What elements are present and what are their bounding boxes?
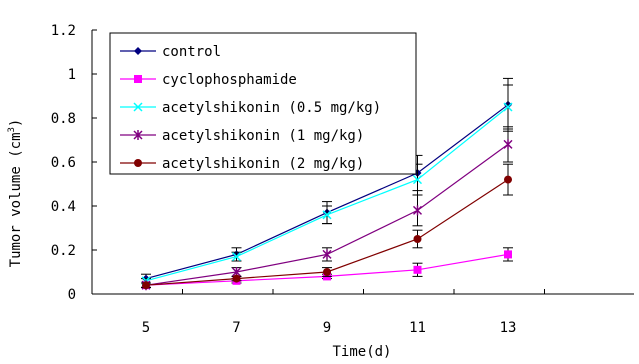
legend-item-4: acetylshikonin (2 mg/kg): [120, 156, 364, 172]
legend-label: control: [162, 44, 221, 60]
legend-marker: [133, 102, 143, 112]
legend-marker: [134, 75, 142, 83]
y-tick-label: 1: [68, 67, 76, 83]
legend-label: cyclophosphamide: [162, 72, 297, 88]
y-tick-label: 0: [68, 287, 76, 303]
data-point: [413, 235, 422, 243]
data-point: [322, 249, 332, 260]
legend-marker: [134, 47, 142, 55]
data-point: [231, 252, 242, 262]
y-tick-label: 0.4: [51, 199, 76, 215]
legend-item-0: control: [120, 44, 221, 60]
x-axis-title: Time(d): [332, 344, 391, 360]
legend-label: acetylshikonin (2 mg/kg): [162, 156, 364, 172]
legend-marker: [134, 159, 142, 167]
data-point: [232, 274, 241, 283]
legend-item-3: acetylshikonin (1 mg/kg): [120, 128, 364, 144]
x-tick-label: 9: [323, 320, 331, 336]
series-layer: [141, 77, 513, 291]
x-tick-label: 13: [500, 320, 517, 336]
legend-marker: [133, 130, 143, 140]
y-tick-label: 0.8: [51, 111, 76, 127]
data-point: [322, 210, 332, 220]
data-point: [323, 268, 331, 276]
legend-item-2: acetylshikonin (0.5 mg/kg): [120, 100, 381, 116]
data-point: [413, 265, 422, 274]
data-point: [504, 250, 512, 259]
y-axis-title-sup: 3: [7, 127, 17, 132]
legend: control cyclophosphamide acetylshikonin (0…: [109, 32, 417, 175]
legend-label: acetylshikonin (1 mg/kg): [162, 128, 364, 144]
data-point: [503, 139, 513, 150]
x-tick-label: 5: [142, 320, 150, 336]
data-point: [412, 175, 423, 185]
data-point: [412, 205, 423, 216]
y-axis-title-close: ): [8, 119, 24, 127]
x-tick-label: 11: [409, 320, 426, 336]
data-point: [504, 175, 512, 184]
y-tick-label: 1.2: [51, 23, 76, 39]
legend-box: [109, 32, 417, 175]
axes: 0 0.2 0.4 0.6 0.8 1 1.2 5 7 9 11 13: [51, 23, 634, 336]
data-point: [503, 102, 513, 112]
data-point: [142, 281, 150, 290]
y-axis-title: Tumor volume (cm3): [7, 119, 24, 268]
y-tick-label: 0.6: [51, 155, 76, 171]
series-4: [141, 163, 513, 290]
legend-label: acetylshikonin (0.5 mg/kg): [162, 100, 381, 116]
x-tick-label: 7: [232, 320, 240, 336]
y-axis-title-main: Tumor volume (cm: [8, 133, 24, 268]
legend-item-1: cyclophosphamide: [120, 72, 297, 88]
y-tick-label: 0.2: [51, 243, 76, 259]
